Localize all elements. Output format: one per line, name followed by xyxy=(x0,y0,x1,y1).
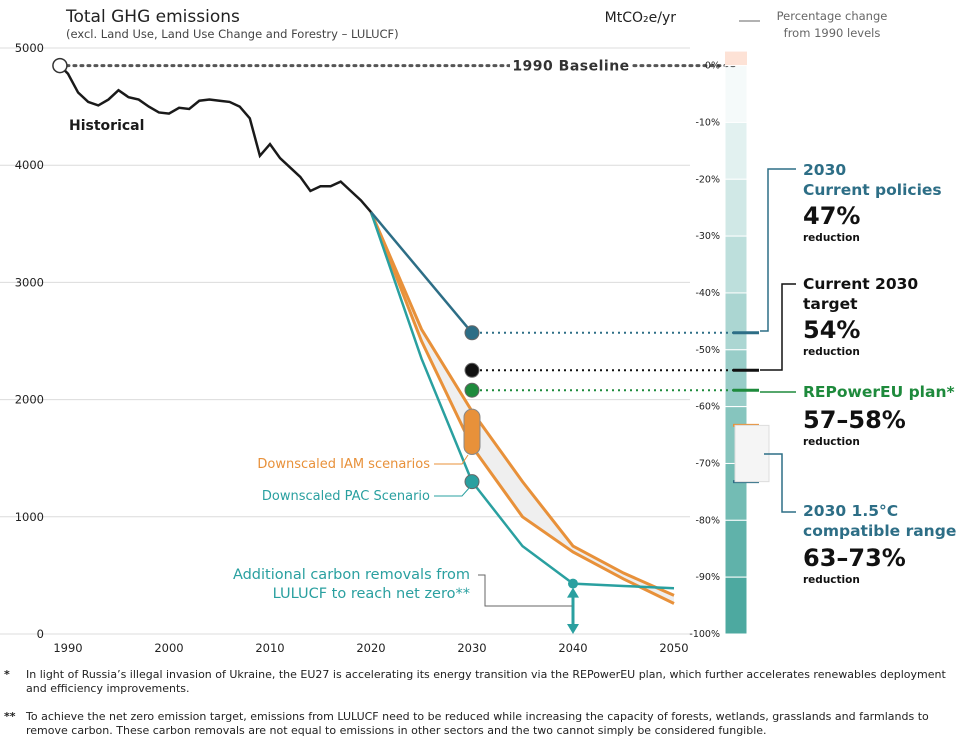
callout-current-target-line2: target xyxy=(803,295,858,313)
pct-tick-4: -40% xyxy=(695,288,720,299)
iam-leader xyxy=(434,454,469,465)
iam-range-2030-marker xyxy=(463,408,481,455)
ghg-emissions-chart: Total GHG emissions (excl. Land Use, Lan… xyxy=(0,7,956,655)
callout-repowereu-line1: REPowerEU plan* xyxy=(803,383,955,401)
x-tick-4: 2030 xyxy=(457,641,486,655)
callout-current-policies-pct: 47% xyxy=(803,202,860,230)
percentage-tick-labels: 0% -10% -20% -30% -40% -50% -60% -70% -80% -90% -1… xyxy=(689,61,720,640)
compatible-range-box xyxy=(734,424,770,483)
chart-subtitle: (excl. Land Use, Land Use Change and For… xyxy=(66,27,399,41)
y-tick-1: 1000 xyxy=(15,510,44,524)
pct-tick-9: -90% xyxy=(695,572,720,583)
callout-current-policies-line2: Current policies xyxy=(803,181,942,199)
callout-repowereu-sub: reduction xyxy=(803,436,860,448)
iam-upper-line xyxy=(369,211,675,597)
callout-compatible: 2030 1.5°C compatible range 63–73% reduc… xyxy=(764,453,956,586)
callout-compatible-sub: reduction xyxy=(803,574,860,586)
y-axis-unit: MtCO₂e/yr xyxy=(605,10,677,26)
y-tick-2: 2000 xyxy=(15,393,44,407)
callout-current-target-pct: 54% xyxy=(803,316,860,344)
callout-compatible-pct: 63–73% xyxy=(803,544,906,572)
removals-label-line2: LULUCF to reach net zero** xyxy=(273,586,470,602)
callout-current-policies: 2030 Current policies 47% reduction xyxy=(760,161,942,332)
removals-arrow-head-down xyxy=(567,624,579,634)
y-tick-4: 4000 xyxy=(15,158,44,172)
footnote-2: ** To achieve the net zero emission targ… xyxy=(4,710,956,738)
callout-current-target-leader xyxy=(760,283,796,371)
pct-tick-8: -80% xyxy=(695,515,720,526)
callout-current-target: Current 2030 target 54% reduction xyxy=(760,275,918,371)
x-tick-2: 2010 xyxy=(255,641,284,655)
baseline-label: 1990 Baseline xyxy=(512,59,629,75)
point-2030-pac xyxy=(464,474,480,490)
pct-tick-0: 0% xyxy=(705,61,720,72)
pct-bar-seg-2 xyxy=(724,178,748,237)
historical-line xyxy=(59,64,372,213)
pct-tick-1: -10% xyxy=(695,117,720,128)
y-tick-0: 0 xyxy=(37,627,44,641)
pac-leader xyxy=(434,486,471,497)
callout-current-target-sub: reduction xyxy=(803,346,860,358)
removals-leader xyxy=(478,574,572,607)
point-2030-current-target xyxy=(464,362,480,378)
y-tick-labels: 0 1000 2000 3000 4000 5000 xyxy=(15,41,44,641)
historical-label: Historical xyxy=(69,118,144,134)
x-tick-labels: 1990 2000 2010 2020 2030 2040 2050 xyxy=(53,641,688,655)
footnote-1: * In light of Russia’s illegal invasion … xyxy=(4,668,956,696)
points-2030 xyxy=(464,325,480,490)
x-tick-6: 2050 xyxy=(659,641,688,655)
pct-bar-seg-3 xyxy=(724,235,748,294)
callout-repowereu: REPowerEU plan* 57–58% reduction xyxy=(760,383,955,448)
footnote-1-mark: * xyxy=(4,668,10,681)
pct-tick-5: -50% xyxy=(695,345,720,356)
iam-label: Downscaled IAM scenarios xyxy=(257,457,430,472)
callout-current-policies-line1: 2030 xyxy=(803,161,846,179)
x-tick-1: 2000 xyxy=(154,641,183,655)
pct-header-line1: Percentage change xyxy=(777,9,888,23)
pac-label: Downscaled PAC Scenario xyxy=(262,489,430,504)
pct-bar-seg-0 xyxy=(724,65,748,123)
callout-compatible-line2: compatible range xyxy=(803,522,956,540)
pct-bar-seg-9 xyxy=(724,576,748,635)
pct-tick-2: -20% xyxy=(695,174,720,185)
baseline-point xyxy=(52,57,68,74)
x-tick-3: 2020 xyxy=(356,641,385,655)
pct-bar-seg-5 xyxy=(724,349,748,408)
removals-point xyxy=(568,578,578,589)
gridlines xyxy=(0,47,690,635)
pct-tick-6: -60% xyxy=(695,402,720,413)
footnote-2-mark: ** xyxy=(4,710,16,723)
pct-tick-3: -30% xyxy=(695,231,720,242)
pct-bar-seg-4 xyxy=(724,292,748,351)
callout-current-target-line1: Current 2030 xyxy=(803,275,918,293)
pac-scenario-line xyxy=(369,211,675,590)
x-tick-0: 1990 xyxy=(53,641,82,655)
pct-bar-seg-1 xyxy=(724,121,748,180)
callout-compatible-leader xyxy=(764,453,796,513)
current-policies-line xyxy=(370,211,473,334)
iam-lower-line xyxy=(369,211,675,605)
y-tick-3: 3000 xyxy=(15,275,44,289)
callout-current-policies-leader xyxy=(760,168,796,332)
callout-repowereu-pct: 57–58% xyxy=(803,406,906,434)
callout-current-policies-sub: reduction xyxy=(803,232,860,244)
baseline-label-bg xyxy=(510,55,632,76)
chart-title: Total GHG emissions xyxy=(65,7,240,27)
pct-tick-10: -100% xyxy=(689,629,720,640)
footnote-1-text: In light of Russia’s illegal invasion of… xyxy=(26,668,946,695)
y-tick-5: 5000 xyxy=(15,41,44,55)
pct-bar-top xyxy=(725,51,747,66)
pct-bar-seg-8 xyxy=(724,519,748,578)
x-tick-5: 2040 xyxy=(558,641,587,655)
pct-header-line2: from 1990 levels xyxy=(784,26,881,40)
removals-label-line1: Additional carbon removals from xyxy=(233,567,470,583)
callout-compatible-line1: 2030 1.5°C xyxy=(803,502,898,520)
removals-arrow-head-up xyxy=(567,587,579,598)
footnote-2-text: To achieve the net zero emission target,… xyxy=(26,710,929,737)
point-2030-repowereu xyxy=(464,382,480,398)
pct-tick-7: -70% xyxy=(695,458,720,469)
point-2030-current-policies xyxy=(464,325,480,341)
percentage-scale-bar xyxy=(724,51,748,635)
